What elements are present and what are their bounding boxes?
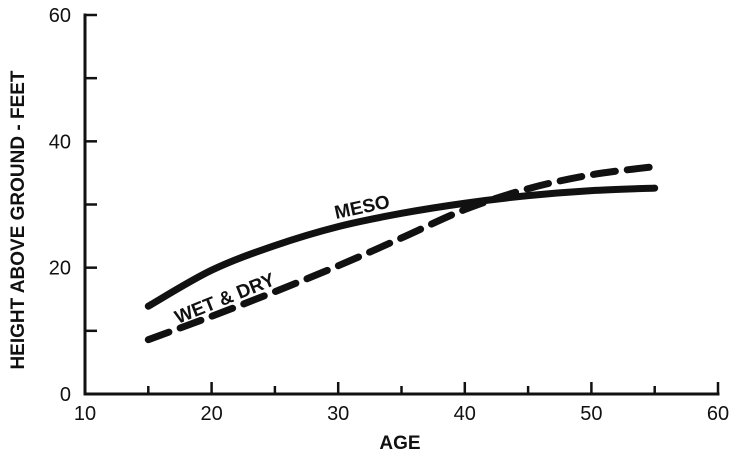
x-axis-title: AGE bbox=[379, 433, 420, 454]
y-tick-label-40: 40 bbox=[49, 131, 71, 153]
axes bbox=[83, 13, 720, 396]
y-tick-label-0: 0 bbox=[60, 384, 71, 406]
series-group bbox=[144, 163, 659, 344]
series-line-wet-dry bbox=[144, 163, 659, 344]
y-axis-title: HEIGHT ABOVE GROUND - FEET bbox=[8, 70, 29, 369]
series-line-meso bbox=[144, 184, 659, 310]
x-tick-label-60: 60 bbox=[707, 403, 729, 425]
x-tick-label-20: 20 bbox=[200, 403, 222, 425]
tick-labels: 0 20 40 60 10 20 30 40 50 60 bbox=[49, 5, 729, 425]
y-tick-label-60: 60 bbox=[49, 5, 71, 27]
x-tick-label-10: 10 bbox=[74, 403, 96, 425]
x-tick-label-40: 40 bbox=[454, 403, 476, 425]
x-tick-label-30: 30 bbox=[327, 403, 349, 425]
ticks bbox=[83, 13, 720, 396]
x-tick-label-50: 50 bbox=[580, 403, 602, 425]
y-tick-label-20: 20 bbox=[49, 258, 71, 280]
